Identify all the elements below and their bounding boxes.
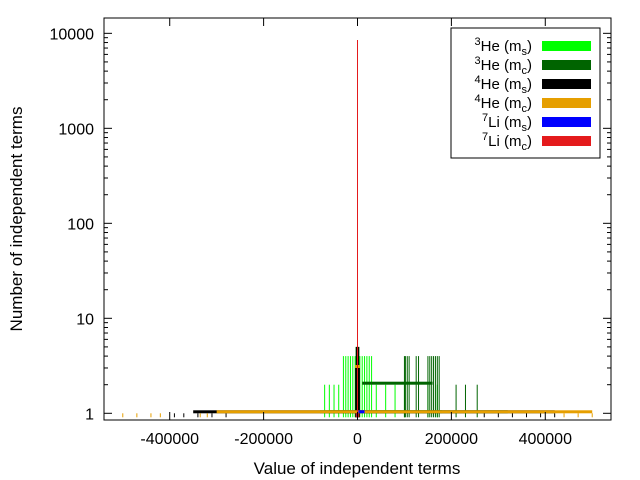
legend-swatch-5	[542, 136, 591, 146]
legend-label-sub: c	[522, 103, 528, 115]
y-tick-label-1: 10	[76, 311, 94, 328]
legend-label-close: )	[527, 57, 532, 74]
legend-label-close: )	[527, 133, 532, 150]
legend-label-elem: He (m	[481, 57, 522, 74]
series-3-band-0	[216, 410, 593, 414]
legend-label-sup: 7	[482, 112, 488, 124]
legend-swatch-3	[542, 98, 591, 108]
legend-label-elem: Li (m	[488, 133, 521, 150]
series-5	[355, 40, 360, 418]
x-axis-label: Value of independent terms	[254, 459, 461, 478]
legend-label-elem: Li (m	[488, 114, 521, 131]
x-tick-label-4: 400000	[519, 431, 572, 448]
legend-label-sup: 4	[475, 93, 481, 105]
legend-label-sub: c	[522, 65, 528, 77]
legend-label-elem: He (m	[481, 95, 522, 112]
legend-label-close: )	[527, 95, 532, 112]
legend: 3He (ms)3He (mc)4He (ms)4He (mc)7Li (ms)…	[450, 27, 601, 159]
legend-label-close: )	[527, 114, 532, 131]
legend-label-close: )	[527, 76, 532, 93]
legend-label-2: 4He (ms)	[475, 74, 532, 96]
legend-label-1: 3He (mc)	[475, 55, 532, 77]
legend-label-0: 3He (ms)	[475, 36, 532, 58]
legend-label-sup: 3	[475, 36, 481, 48]
series-3-band-base-0	[217, 413, 593, 417]
plot-marks	[122, 40, 593, 418]
legend-label-elem: He (m	[481, 38, 522, 55]
y-tick-label-2: 100	[67, 216, 94, 233]
series-4-band-base-0	[358, 413, 364, 417]
legend-label-sup: 3	[475, 55, 481, 67]
axis-tick-labels: -400000 -200000 0 200000 400000 1 10 100 1000 100…	[50, 26, 573, 448]
legend-label-close: )	[527, 38, 532, 55]
legend-label-5: 7Li (mc)	[482, 131, 532, 153]
x-tick-label-0: -400000	[140, 431, 199, 448]
legend-swatch-1	[542, 60, 591, 70]
axis-ticks	[104, 18, 611, 420]
y-axis-label: Number of independent terms	[7, 107, 26, 332]
legend-swatch-4	[542, 117, 591, 127]
legend-label-elem: He (m	[481, 76, 522, 93]
y-tick-label-3: 1000	[58, 121, 94, 138]
x-tick-label-2: 0	[353, 431, 362, 448]
y-tick-label-0: 1	[85, 406, 94, 423]
legend-label-sub: s	[522, 84, 528, 96]
legend-label-3: 4He (mc)	[475, 93, 532, 115]
legend-label-sub: s	[522, 122, 528, 134]
legend-label-4: 7Li (ms)	[482, 112, 532, 134]
series-1-band-1	[362, 381, 433, 385]
legend-label-sub: c	[522, 141, 528, 153]
x-tick-label-1: -200000	[234, 431, 293, 448]
legend-swatch-2	[542, 79, 591, 89]
series-4-band-0	[358, 410, 365, 414]
legend-swatch-0	[542, 41, 591, 51]
legend-label-sup: 4	[475, 74, 481, 86]
x-tick-label-3: 200000	[425, 431, 478, 448]
legend-label-sub: s	[522, 46, 528, 58]
y-tick-label-4: 10000	[50, 26, 95, 43]
legend-label-sup: 7	[482, 131, 488, 143]
